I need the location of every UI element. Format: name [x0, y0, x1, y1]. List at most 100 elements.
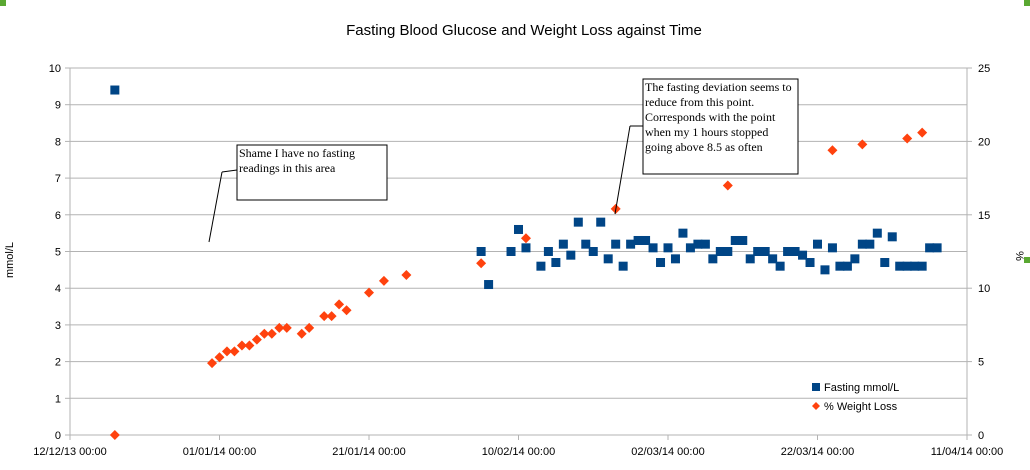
fasting-point: [110, 85, 120, 95]
legend-label-weight: % Weight Loss: [824, 401, 898, 413]
selection-handle-mid-right[interactable]: [1024, 257, 1030, 263]
weight-loss-point: [378, 275, 389, 286]
fasting-point: [476, 247, 486, 256]
fasting-point: [648, 243, 658, 253]
weight-loss-series: [109, 127, 928, 440]
fasting-point: [678, 228, 688, 238]
legend-marker-fasting: [812, 383, 820, 391]
fasting-point: [730, 235, 740, 245]
x-tick-label: 01/01/14 00:00: [183, 446, 256, 458]
fasting-point: [715, 247, 725, 256]
x-ticks: 12/12/13 00:00 01/01/14 00:00 21/01/14 00:…: [33, 435, 1003, 458]
fasting-point: [798, 250, 808, 260]
y-tick-label: 10: [49, 63, 61, 75]
fasting-point: [745, 254, 755, 264]
annotation-no-readings-pointer: [221, 169, 238, 173]
fasting-point: [663, 243, 673, 253]
y2-tick-label: 15: [978, 210, 990, 222]
y-ticks-left: 0 1 2 3 4 5 6 7 8 9 10: [49, 63, 70, 442]
weight-loss-point: [259, 328, 270, 339]
fasting-point: [596, 217, 606, 227]
fasting-point: [581, 239, 591, 249]
weight-loss-point: [236, 340, 247, 351]
annotation-no-readings-box: [236, 144, 388, 201]
y-axis-label-left: mmol/L: [4, 242, 16, 278]
weight-loss-point: [296, 328, 307, 339]
y-tick-label: 2: [55, 357, 61, 369]
weight-loss-point: [827, 145, 838, 156]
fasting-series: [110, 85, 942, 290]
fasting-point: [835, 261, 845, 271]
selection-handle-right[interactable]: [1024, 0, 1030, 6]
fasting-point: [566, 250, 576, 260]
selection-handle-left[interactable]: [0, 0, 6, 6]
fasting-point: [790, 247, 800, 256]
fasting-point: [551, 258, 561, 268]
annotation-no-readings-text: Shame I have no fasting readings in this…: [239, 146, 355, 175]
fasting-point: [768, 254, 778, 264]
y-tick-label: 4: [55, 283, 61, 295]
y2-tick-label: 20: [978, 136, 990, 148]
fasting-point: [842, 261, 852, 271]
fasting-point: [514, 224, 523, 234]
fasting-point: [910, 261, 920, 271]
annotation-no-readings: Shame I have no fasting readings in this…: [208, 144, 388, 243]
weight-loss-point: [902, 133, 913, 144]
weight-loss-point: [266, 328, 277, 339]
fasting-point: [543, 247, 553, 256]
fasting-point: [611, 239, 621, 249]
fasting-point: [895, 261, 905, 271]
fasting-point: [536, 261, 546, 271]
y-tick-label: 5: [55, 247, 61, 259]
fasting-point: [738, 235, 748, 245]
annotation-deviation-text: The fasting deviation seems to reduce fr…: [645, 80, 792, 154]
x-tick-label: 02/03/14 00:00: [631, 446, 704, 458]
fasting-point: [902, 261, 912, 271]
legend: Fasting mmol/L % Weight Loss: [812, 382, 899, 413]
fasting-point: [670, 254, 680, 264]
weight-loss-point: [917, 127, 928, 138]
fasting-point: [760, 247, 770, 256]
y-ticks-right: 0 5 10 15 20 25: [967, 63, 990, 442]
weight-loss-point: [341, 305, 352, 316]
fasting-point: [633, 235, 643, 245]
weight-loss-point: [476, 258, 487, 269]
x-tick-label: 21/01/14 00:00: [332, 446, 405, 458]
fasting-point: [700, 239, 710, 249]
legend-label-fasting: Fasting mmol/L: [824, 382, 899, 394]
weight-loss-point: [520, 233, 531, 244]
y-tick-label: 8: [55, 136, 61, 148]
fasting-point: [484, 280, 494, 290]
weight-loss-point: [334, 299, 345, 310]
annotation-deviation-pointer-2: [614, 125, 631, 215]
weight-loss-point: [274, 322, 285, 333]
fasting-point: [708, 254, 718, 264]
x-tick-label: 11/04/14 00:00: [931, 446, 1004, 458]
annotation-deviation-box: [642, 78, 799, 175]
fasting-point: [641, 235, 651, 245]
fasting-point: [880, 258, 890, 268]
fasting-point: [805, 258, 815, 268]
weight-loss-point: [857, 139, 868, 150]
y-tick-label: 7: [55, 173, 61, 185]
x-tick-label: 12/12/13 00:00: [33, 446, 106, 458]
fasting-point: [506, 247, 516, 256]
weight-loss-point: [281, 322, 292, 333]
weight-loss-point: [251, 334, 262, 345]
y-axis-label-right: %: [1013, 251, 1025, 261]
weight-loss-point: [401, 269, 412, 280]
plot-area: 12/12/13 00:00 01/01/14 00:00 21/01/14 00:…: [33, 63, 1003, 458]
fasting-point: [850, 254, 860, 264]
fasting-point: [588, 247, 598, 256]
fasting-point: [573, 217, 583, 227]
fasting-point: [917, 261, 927, 271]
weight-loss-point: [722, 180, 733, 191]
x-tick-label: 22/03/14 00:00: [781, 446, 854, 458]
fasting-point: [626, 239, 636, 249]
weight-loss-point: [221, 346, 232, 357]
y-tick-label: 0: [55, 430, 61, 442]
chart-title: Fasting Blood Glucose and Weight Loss ag…: [346, 22, 702, 39]
y-tick-label: 6: [55, 210, 61, 222]
y-tick-label: 3: [55, 320, 61, 332]
